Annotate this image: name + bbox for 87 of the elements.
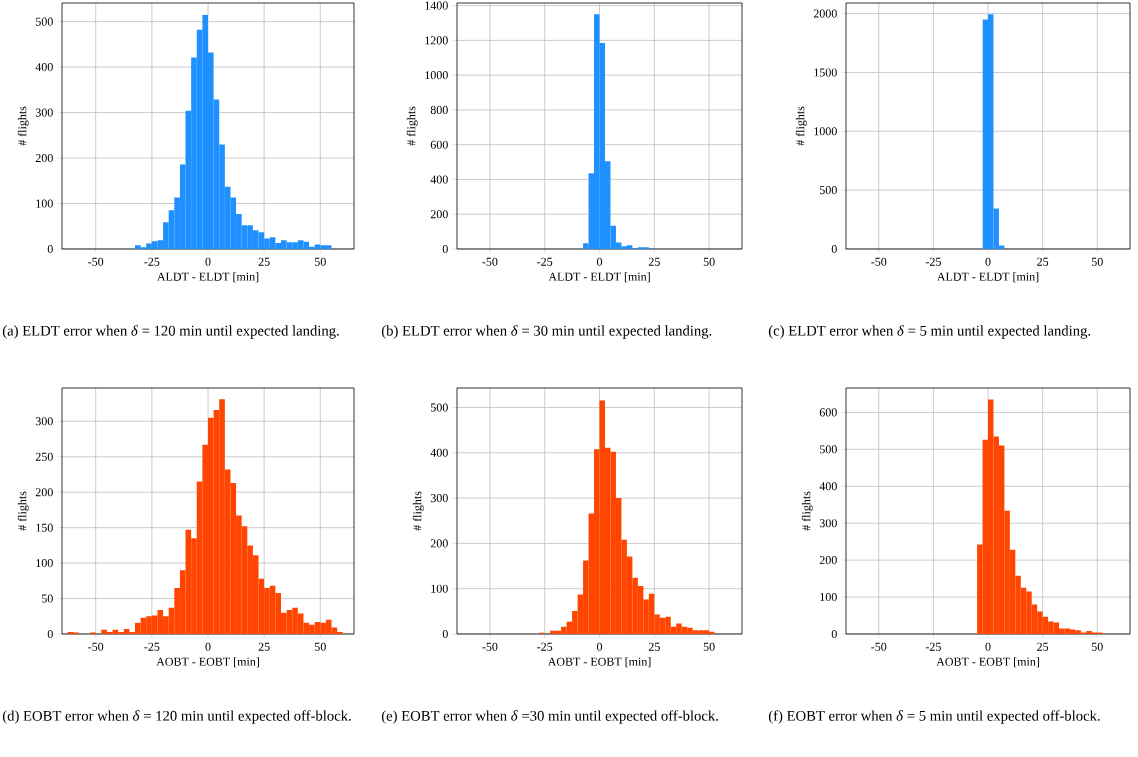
x-tick-label: 50: [703, 642, 715, 651]
y-tick-label: 200: [35, 154, 53, 163]
x-tick-label: 0: [205, 642, 211, 651]
x-axis-title: ALDT - ELDT [min]: [936, 272, 1039, 283]
y-tick-label: 600: [819, 408, 837, 417]
x-tick-label: -25: [537, 257, 553, 266]
y-tick-label: 0: [47, 629, 53, 639]
text: (f) EOBT error when δ = 5 min until expected off-block.: [768, 710, 1100, 724]
x-tick-label: -25: [925, 257, 941, 266]
y-tick-label: 100: [36, 559, 53, 568]
y-tick-label: 500: [430, 403, 448, 412]
y-axis-title: # flights: [17, 106, 29, 146]
y-tick-label: 400: [430, 175, 448, 184]
y-tick-label: 800: [430, 105, 448, 114]
y-tick-label: 600: [430, 140, 448, 149]
x-tick-label: 50: [703, 257, 715, 266]
x-tick-label: -25: [144, 257, 160, 266]
y-tick-label: 1400: [425, 1, 448, 10]
y-tick-label: 0: [442, 629, 448, 639]
x-tick-label: 25: [648, 642, 660, 651]
x-tick-label: -25: [925, 642, 941, 651]
y-axis-title: # flights: [801, 491, 813, 531]
x-tick-label: 25: [258, 257, 270, 266]
text: (a) ELDT error when δ = 120 min until expected landing.: [2, 325, 339, 339]
y-axis-title: # flights: [406, 106, 418, 146]
y-tick-label: 400: [819, 482, 837, 491]
y-tick-label: 100: [820, 593, 837, 602]
x-axis-title: AOBT - EOBT [min]: [547, 657, 651, 668]
y-tick-label: 1500: [814, 68, 837, 77]
x-tick-label: 0: [596, 257, 603, 266]
x-tick-label: 0: [985, 257, 991, 266]
y-tick-label: 300: [430, 494, 448, 503]
x-tick-label: 0: [205, 257, 211, 266]
y-tick-label: 200: [430, 539, 448, 548]
y-tick-label: 0: [442, 244, 448, 254]
x-tick-label: 50: [315, 257, 326, 266]
text: (c) ELDT error when δ = 5 min until expected landing.: [768, 325, 1091, 339]
y-tick-label: 500: [819, 186, 837, 195]
x-tick-label: -50: [871, 642, 887, 651]
y-tick-label: 100: [36, 199, 53, 208]
y-tick-label: 250: [35, 452, 53, 461]
x-tick-label: -50: [88, 257, 104, 266]
x-tick-label: 50: [1091, 642, 1103, 651]
y-tick-label: 500: [819, 445, 837, 454]
y-tick-label: 400: [35, 63, 53, 72]
y-tick-label: 0: [831, 244, 837, 254]
x-tick-label: -50: [88, 642, 104, 651]
y-tick-label: 200: [35, 488, 53, 497]
x-axis-title: ALDT - ELDT [min]: [156, 272, 259, 283]
y-tick-label: 1000: [814, 127, 837, 136]
y-tick-label: 100: [431, 584, 448, 593]
x-tick-label: 0: [596, 642, 603, 651]
y-tick-label: 200: [819, 556, 837, 565]
x-tick-label: 25: [1037, 257, 1049, 266]
y-tick-label: 50: [41, 594, 53, 603]
y-axis-title: # flights: [412, 491, 424, 531]
y-axis-title: # flights: [17, 491, 29, 531]
y-axis-title: # flights: [795, 106, 807, 146]
x-tick-label: 0: [985, 642, 991, 651]
text: (e) EOBT error when δ =30 min until expected off-block.: [381, 710, 718, 724]
x-tick-label: -50: [482, 257, 498, 266]
x-tick-label: 50: [315, 642, 326, 651]
x-tick-label: 50: [1091, 257, 1103, 266]
y-tick-label: 200: [430, 210, 448, 219]
x-tick-label: -25: [144, 642, 160, 651]
x-tick-label: 25: [258, 642, 270, 651]
y-tick-label: 0: [831, 629, 837, 639]
x-axis-title: AOBT - EOBT [min]: [156, 657, 259, 668]
y-tick-label: 150: [36, 523, 53, 532]
y-tick-label: 1000: [425, 71, 448, 80]
x-axis-title: ALDT - ELDT [min]: [548, 272, 650, 283]
y-tick-label: 1200: [425, 36, 448, 45]
x-tick-label: -25: [537, 642, 553, 651]
x-tick-label: -50: [871, 257, 887, 266]
x-tick-label: -50: [482, 642, 498, 651]
text: (d) EOBT error when δ = 120 min until expected off-block.: [2, 710, 351, 724]
y-tick-label: 500: [35, 17, 53, 26]
text: (b) ELDT error when δ = 30 min until expected landing.: [381, 325, 712, 339]
x-tick-label: 25: [648, 257, 660, 266]
y-tick-label: 300: [35, 108, 53, 117]
x-axis-title: AOBT - EOBT [min]: [936, 657, 1039, 668]
y-tick-label: 300: [35, 417, 53, 426]
y-tick-label: 2000: [813, 9, 837, 18]
y-tick-label: 300: [819, 519, 837, 528]
y-tick-label: 400: [430, 448, 448, 457]
y-tick-label: 0: [47, 244, 53, 254]
x-tick-label: 25: [1037, 642, 1049, 651]
